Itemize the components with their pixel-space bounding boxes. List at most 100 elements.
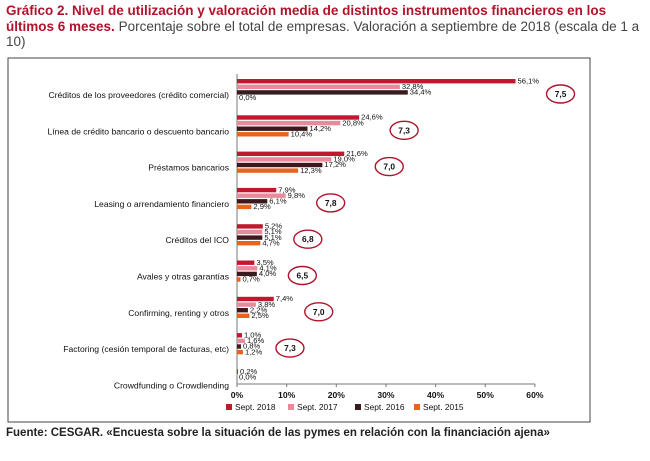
category-label: Avales y otras garantías xyxy=(137,272,229,282)
data-label: 0,8% xyxy=(243,342,261,351)
data-label: 5,2% xyxy=(265,222,283,231)
category-label: Préstamos bancarios xyxy=(148,163,229,173)
chart-title: Gráfico 2. Nivel de utilización y valora… xyxy=(6,3,646,50)
bar xyxy=(237,120,341,126)
category-label: Factoring (cesión temporal de facturas, … xyxy=(63,344,229,354)
data-label: 21,6% xyxy=(346,149,368,158)
data-label: 17,2% xyxy=(324,160,346,169)
title-bold: Gráfico 2. Nivel de utilización y valora… xyxy=(6,3,607,34)
valoracion-label: 6,8 xyxy=(302,234,314,244)
bar xyxy=(237,302,256,307)
category-label: Confirming, renting y otros xyxy=(128,308,229,318)
bar xyxy=(237,369,238,374)
x-tick-label: 40% xyxy=(427,390,445,400)
bar xyxy=(237,151,345,156)
bar xyxy=(237,235,263,240)
data-label: 56,1% xyxy=(518,76,540,85)
category-label: Crowdfunding o Crowdlending xyxy=(114,380,229,390)
valoracion-ellipse xyxy=(293,229,323,249)
data-label: 5,1% xyxy=(264,227,282,236)
category-label: Línea de crédito bancario o descuento ba… xyxy=(47,126,229,136)
legend-label: Sept. 2018 xyxy=(235,402,276,412)
data-label: 9,8% xyxy=(288,191,306,200)
bar xyxy=(237,266,258,271)
data-label: 20,8% xyxy=(342,118,364,127)
data-label: 34,4% xyxy=(410,88,432,97)
x-tick-label: 60% xyxy=(526,390,544,400)
bar xyxy=(237,271,257,277)
valoracion-ellipse xyxy=(545,84,576,104)
x-tick-label: 20% xyxy=(328,390,346,400)
data-label: 6,1% xyxy=(269,197,287,206)
plot-frame xyxy=(7,57,591,423)
valoracion-label: 7,8 xyxy=(325,198,337,208)
data-label: 0,2% xyxy=(240,367,258,376)
data-label: 4,7% xyxy=(262,238,280,247)
data-label: 3,8% xyxy=(258,300,276,309)
bar xyxy=(237,126,308,131)
bar xyxy=(237,308,248,313)
data-label: 4,1% xyxy=(259,264,277,273)
valoracion-ellipse xyxy=(287,265,318,286)
data-label: 3,5% xyxy=(256,258,274,267)
legend-label: Sept. 2016 xyxy=(364,402,405,412)
bar xyxy=(237,204,252,210)
valoracion-label: 7,5 xyxy=(555,89,567,99)
bar xyxy=(237,224,263,229)
bar xyxy=(237,313,250,318)
data-label: 0,0% xyxy=(239,93,257,102)
data-label: 12,3% xyxy=(300,166,322,175)
legend-swatch xyxy=(226,404,232,410)
valoracion-ellipse xyxy=(304,302,334,322)
bar xyxy=(237,338,245,344)
data-label: 5,1% xyxy=(264,233,282,242)
bar xyxy=(237,168,299,173)
valoracion-label: 6,5 xyxy=(297,271,309,281)
valoracion-label: 7,3 xyxy=(398,125,410,135)
legend-swatch xyxy=(355,404,361,410)
data-label: 19,0% xyxy=(333,155,355,164)
bar xyxy=(237,79,516,84)
valoracion-label: 7,0 xyxy=(313,307,325,317)
bar xyxy=(237,162,323,168)
bar xyxy=(237,115,360,120)
bar xyxy=(237,344,241,349)
x-tick-label: 0% xyxy=(231,390,244,400)
data-label: 1,6% xyxy=(247,336,265,345)
legend-swatch xyxy=(414,404,420,410)
bar xyxy=(237,193,286,198)
valoracion-ellipse xyxy=(315,193,346,213)
legend-label: Sept. 2017 xyxy=(297,402,338,412)
category-label: Leasing o arrendamiento financiero xyxy=(94,199,229,209)
x-tick-label: 30% xyxy=(377,390,395,400)
bar xyxy=(237,84,400,89)
bar xyxy=(237,187,277,193)
legend-label: Sept. 2015 xyxy=(423,402,464,412)
valoracion-label: 7,3 xyxy=(284,343,296,353)
bar xyxy=(237,90,408,95)
legend-swatch xyxy=(288,404,294,410)
data-label: 14,2% xyxy=(310,124,332,133)
data-label: 1,0% xyxy=(244,331,262,340)
title-subtitle: Porcentaje sobre el total de empresas. V… xyxy=(6,18,640,50)
bar xyxy=(237,157,332,162)
data-label: 1,2% xyxy=(245,347,263,356)
valoracion-label: 7,0 xyxy=(383,162,395,172)
x-tick-label: 10% xyxy=(278,390,296,400)
data-label: 0,0% xyxy=(239,372,257,381)
data-label: 7,9% xyxy=(278,185,296,194)
bar xyxy=(237,296,274,302)
x-tick-label: 50% xyxy=(477,390,495,400)
category-label: Créditos de los proveedores (crédito com… xyxy=(48,90,229,100)
bar xyxy=(237,241,261,246)
bar xyxy=(237,277,241,282)
data-label: 2,5% xyxy=(251,311,269,320)
data-label: 2,2% xyxy=(250,305,268,314)
category-label: Créditos del ICO xyxy=(165,235,229,245)
bar xyxy=(237,260,255,265)
data-label: 2,9% xyxy=(253,202,271,211)
bar xyxy=(237,349,243,355)
valoracion-ellipse xyxy=(389,120,419,141)
data-label: 7,4% xyxy=(276,294,294,303)
